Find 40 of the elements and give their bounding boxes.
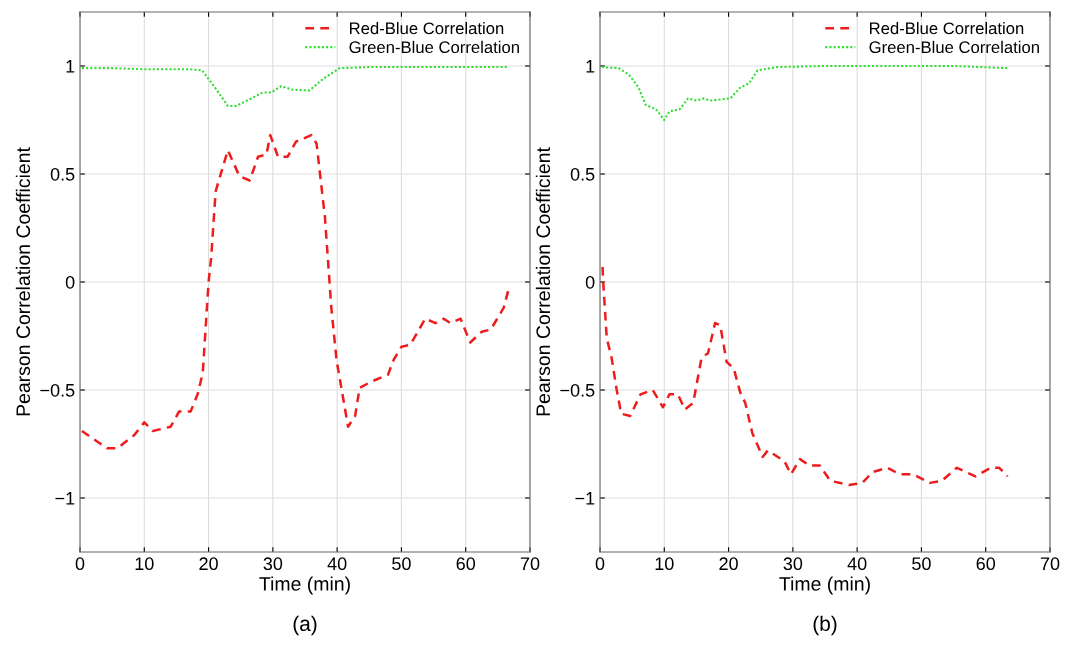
x-tick-label: 70 bbox=[520, 557, 540, 571]
y-axis-title: Pearson Correlation Coefficient bbox=[15, 147, 31, 416]
x-tick-label: 40 bbox=[327, 557, 347, 571]
text: (b) bbox=[813, 615, 837, 636]
line-series bbox=[80, 66, 509, 107]
x-tick-label: 40 bbox=[847, 557, 867, 571]
y-tick-label: 1 bbox=[586, 60, 595, 73]
y-tick-label: 1 bbox=[66, 60, 75, 73]
text: (a) bbox=[293, 615, 317, 636]
legend-label: Green-Blue Correlation bbox=[349, 40, 519, 54]
x-tick-label: 70 bbox=[1040, 557, 1060, 571]
x-tick-label: 30 bbox=[783, 557, 803, 571]
x-axis-title: Time (min) bbox=[259, 576, 350, 595]
x-tick-label: 60 bbox=[456, 557, 476, 571]
line-series bbox=[80, 133, 511, 450]
y-tick-label: 0 bbox=[65, 275, 75, 289]
x-tick-label: 10 bbox=[135, 557, 154, 571]
x-tick-label: 30 bbox=[263, 557, 283, 571]
x-tick-label: 0 bbox=[595, 557, 605, 571]
y-tick-label: −1 bbox=[575, 492, 595, 505]
x-tick-label: 60 bbox=[976, 557, 996, 571]
y-tick-label: 0.5 bbox=[570, 167, 595, 181]
legend-label: Green-Blue Correlation bbox=[869, 40, 1039, 54]
y-tick-label: −0.5 bbox=[560, 383, 595, 397]
x-tick-label: 20 bbox=[199, 557, 218, 571]
line-series bbox=[600, 64, 1009, 122]
y-tick-label: 0.5 bbox=[50, 167, 75, 181]
legend-label: Red-Blue Correlation bbox=[870, 22, 1024, 35]
y-tick-label: −0.5 bbox=[40, 383, 75, 397]
x-tick-label: 20 bbox=[719, 557, 738, 571]
x-tick-label: 10 bbox=[655, 557, 674, 571]
y-tick-label: 0 bbox=[585, 275, 595, 289]
x-tick-label: 50 bbox=[912, 557, 931, 571]
x-tick-label: 50 bbox=[392, 557, 411, 571]
x-axis-title: Time (min) bbox=[779, 576, 870, 595]
x-tick-label: 0 bbox=[75, 557, 85, 571]
legend-label: Red-Blue Correlation bbox=[350, 22, 504, 35]
line-series bbox=[601, 265, 1009, 487]
y-tick-label: −1 bbox=[55, 492, 75, 505]
y-axis-title: Pearson Correlation Coefficient bbox=[535, 147, 551, 416]
